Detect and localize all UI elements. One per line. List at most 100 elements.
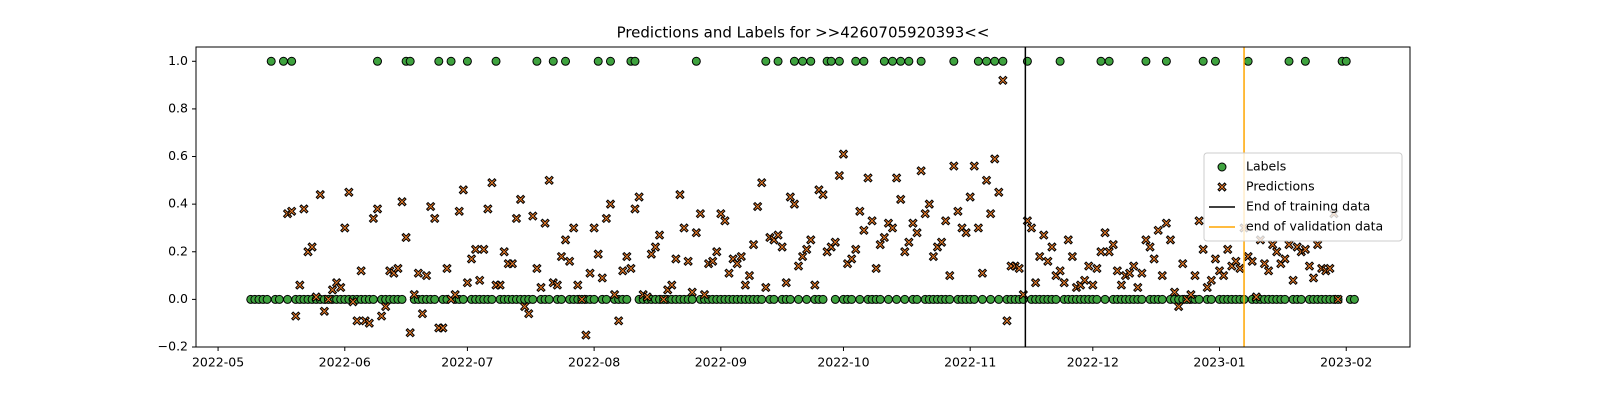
legend: Labels Predictions End of training data end… (1203, 152, 1403, 242)
label-point (990, 56, 1000, 66)
label-point (892, 294, 902, 304)
prediction-point (430, 213, 440, 224)
label-point (826, 56, 836, 66)
prediction-point (528, 211, 538, 221)
prediction-point (393, 263, 403, 274)
prediction-point (1149, 254, 1159, 264)
prediction-point (1039, 230, 1049, 240)
prediction-point (1063, 235, 1073, 245)
prediction-point (928, 251, 939, 262)
label-point (1092, 294, 1102, 304)
prediction-point (744, 270, 755, 281)
prediction-point (1194, 216, 1204, 226)
label-point (1280, 294, 1290, 304)
prediction-point (732, 258, 742, 269)
prediction-point (462, 278, 473, 288)
prediction-point (912, 228, 922, 238)
prediction-point (601, 213, 612, 224)
prediction-point (650, 242, 661, 252)
x-tick-label: 2022-05 (192, 355, 244, 370)
label-point (691, 56, 701, 66)
prediction-point (622, 251, 632, 262)
x-tick-label: 2022-11 (944, 355, 996, 370)
label-point (283, 294, 293, 304)
prediction-point (1251, 292, 1262, 302)
prediction-point (642, 292, 652, 302)
prediction-point (961, 228, 971, 238)
prediction-point (654, 230, 665, 240)
label-point (1194, 294, 1204, 304)
prediction-point (536, 282, 546, 293)
prediction-point (871, 263, 881, 274)
prediction-point (380, 301, 391, 312)
label-point (773, 56, 783, 66)
prediction-point (900, 247, 910, 257)
label-point (818, 294, 828, 304)
prediction-point (924, 199, 935, 209)
prediction-point (1116, 280, 1127, 290)
label-point (806, 56, 816, 66)
label-point (1210, 56, 1220, 66)
prediction-point (994, 187, 1004, 197)
legend-box (1203, 152, 1403, 242)
prediction-point (891, 173, 902, 183)
prediction-point (552, 280, 563, 290)
label-point (1100, 294, 1110, 304)
label-point (548, 56, 558, 66)
prediction-point (470, 244, 481, 255)
y-tick-label: 0.4 (168, 196, 188, 211)
prediction-point (593, 249, 603, 259)
prediction-point (352, 316, 362, 326)
prediction-point (1079, 275, 1090, 286)
label-point (262, 294, 272, 304)
label-point (544, 294, 554, 304)
prediction-point (474, 275, 485, 286)
prediction-point (658, 294, 669, 305)
prediction-point (1206, 275, 1217, 286)
prediction-point (793, 261, 804, 271)
prediction-point (879, 232, 890, 243)
label-point (1341, 56, 1351, 66)
prediction-point (1186, 289, 1196, 300)
label-point (798, 56, 808, 66)
prediction-point (409, 289, 419, 300)
prediction-point (887, 223, 898, 233)
label-point (1296, 294, 1306, 304)
prediction-point (712, 247, 722, 257)
legend-label: End of training data (1246, 199, 1370, 214)
legend-marker (1217, 162, 1227, 172)
prediction-point (1137, 268, 1147, 278)
prediction-point (344, 187, 354, 197)
prediction-point (1280, 254, 1290, 264)
label-point (601, 294, 611, 304)
prediction-point (405, 328, 415, 338)
x-tick-label: 2022-10 (817, 355, 869, 370)
prediction-point (973, 223, 984, 233)
prediction-point (356, 266, 366, 276)
prediction-point (556, 251, 567, 262)
label-point (605, 56, 615, 66)
label-point (879, 56, 889, 66)
prediction-point (1047, 242, 1057, 252)
prediction-point (736, 251, 746, 262)
prediction-point (544, 175, 554, 186)
prediction-point (777, 242, 787, 252)
prediction-point (524, 308, 534, 319)
prediction-point (867, 216, 877, 226)
prediction-point (949, 161, 959, 171)
prediction-point (450, 289, 460, 300)
prediction-point (1112, 266, 1123, 276)
prediction-point (1263, 266, 1274, 276)
prediction-point (797, 251, 808, 262)
prediction-point (340, 223, 350, 233)
prediction-point (1026, 223, 1037, 233)
label-point (372, 56, 382, 66)
prediction-point (1153, 225, 1163, 236)
prediction-point (438, 323, 448, 333)
label-point (622, 294, 632, 304)
prediction-point (368, 213, 379, 224)
label-point (487, 294, 497, 304)
label-point (589, 294, 599, 304)
label-point (769, 294, 779, 304)
